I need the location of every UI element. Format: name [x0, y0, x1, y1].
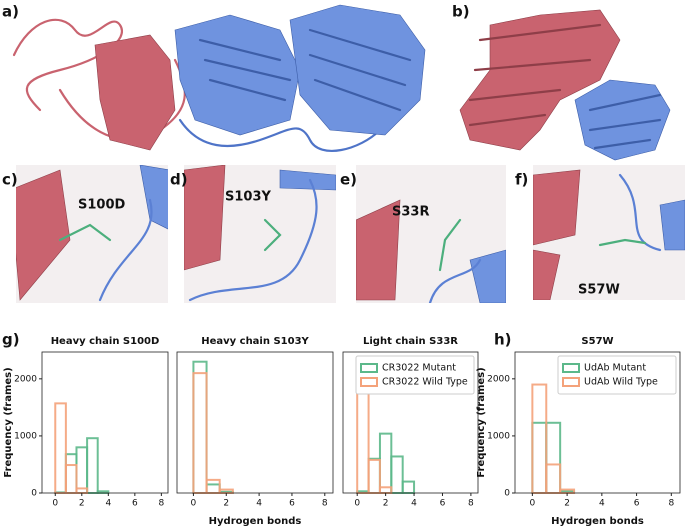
mutation-label: S103Y — [225, 190, 271, 205]
x-tick-label: 0 — [354, 499, 360, 509]
axes-frame — [176, 351, 334, 494]
histogram-bar — [367, 458, 381, 494]
histogram-bar — [64, 453, 78, 495]
histogram-bar — [390, 455, 404, 494]
x-tick-label: 2 — [564, 499, 570, 509]
legend-box — [355, 355, 475, 395]
histogram-bar — [356, 391, 370, 494]
y-tick-label: 1000 — [487, 431, 510, 441]
x-tick-label: 0 — [52, 499, 58, 509]
legend-label: UdAb Mutant — [584, 363, 646, 374]
chart-title: Light chain S33R — [363, 336, 458, 347]
closeup-c — [16, 165, 168, 303]
y-axis-label: Frequency (frames) — [3, 367, 14, 477]
x-tick-label: 4 — [411, 499, 417, 509]
histogram-bar — [192, 372, 208, 494]
histogram-bar — [378, 432, 393, 495]
legend-label: CR3022 Mutant — [382, 363, 456, 374]
x-tick-label: 8 — [159, 499, 165, 509]
histogram-bar — [378, 486, 393, 495]
y-tick-label: 1000 — [14, 431, 37, 441]
x-tick-label: 6 — [289, 499, 295, 509]
x-tick-label: 4 — [256, 499, 262, 509]
panel-label: g) — [2, 331, 20, 349]
chart-title: Heavy chain S103Y — [201, 336, 309, 347]
legend-swatch — [360, 377, 378, 387]
legend-swatch — [562, 363, 580, 373]
x-tick-label: 8 — [468, 499, 474, 509]
x-tick-label: 0 — [191, 499, 197, 509]
histogram-bar — [64, 464, 78, 495]
legend-swatch — [360, 363, 378, 373]
panel-label: b) — [452, 3, 470, 21]
closeup-e — [356, 165, 506, 303]
axes-frame — [514, 351, 681, 494]
y-tick-label: 2000 — [14, 374, 37, 384]
panel-label: c) — [2, 171, 18, 189]
panel-label: d) — [170, 171, 188, 189]
axes-frame — [41, 351, 169, 494]
x-tick-label: 0 — [530, 499, 536, 509]
legend-box — [557, 355, 677, 395]
legend-label: CR3022 Wild Type — [382, 377, 468, 388]
y-axis-label: Frequency (frames) — [476, 367, 487, 477]
histogram-bar — [367, 457, 381, 495]
legend-label: UdAb Wild Type — [584, 377, 658, 388]
closeup-f — [533, 165, 685, 300]
histogram-bar — [75, 487, 89, 494]
axes-frame — [342, 351, 479, 494]
x-tick-label: 2 — [223, 499, 229, 509]
legend-swatch — [562, 377, 580, 387]
histogram-bar — [545, 421, 562, 495]
structure-b — [459, 9, 671, 161]
x-tick-label: 4 — [105, 499, 111, 509]
structure-a — [12, 4, 426, 152]
histogram-bar — [205, 483, 221, 495]
y-tick-label: 0 — [504, 489, 510, 499]
panel-label: f) — [515, 171, 528, 189]
x-tick-label: 6 — [132, 499, 138, 509]
x-tick-label: 8 — [668, 499, 674, 509]
mutation-label: S33R — [392, 205, 429, 220]
histogram-bar — [86, 437, 99, 495]
histogram-bar — [401, 480, 416, 495]
x-tick-label: 6 — [634, 499, 640, 509]
x-tick-label: 8 — [322, 499, 328, 509]
histogram-bar — [205, 478, 221, 495]
mutation-label: S100D — [78, 198, 125, 213]
histogram-bar — [75, 446, 89, 494]
x-tick-label: 6 — [440, 499, 446, 509]
panel-label: e) — [340, 171, 357, 189]
histogram-bar — [531, 421, 548, 495]
histogram-bar — [192, 360, 208, 495]
closeup-d — [184, 165, 336, 303]
x-tick-label: 4 — [599, 499, 605, 509]
y-tick-label: 0 — [31, 489, 37, 499]
x-axis-label: Hydrogen bonds — [551, 516, 644, 527]
x-tick-label: 2 — [383, 499, 389, 509]
chart-title: Heavy chain S100D — [51, 336, 160, 347]
histogram-bar — [54, 402, 67, 495]
mutation-label: S57W — [578, 283, 620, 298]
panel-label: a) — [2, 3, 19, 21]
histogram-bar — [545, 463, 562, 494]
chart-title: S57W — [581, 336, 613, 347]
histogram-bar — [531, 383, 548, 494]
panel-label: h) — [494, 331, 512, 349]
x-tick-label: 2 — [79, 499, 85, 509]
x-axis-label: Hydrogen bonds — [209, 516, 302, 527]
y-tick-label: 2000 — [487, 374, 510, 384]
